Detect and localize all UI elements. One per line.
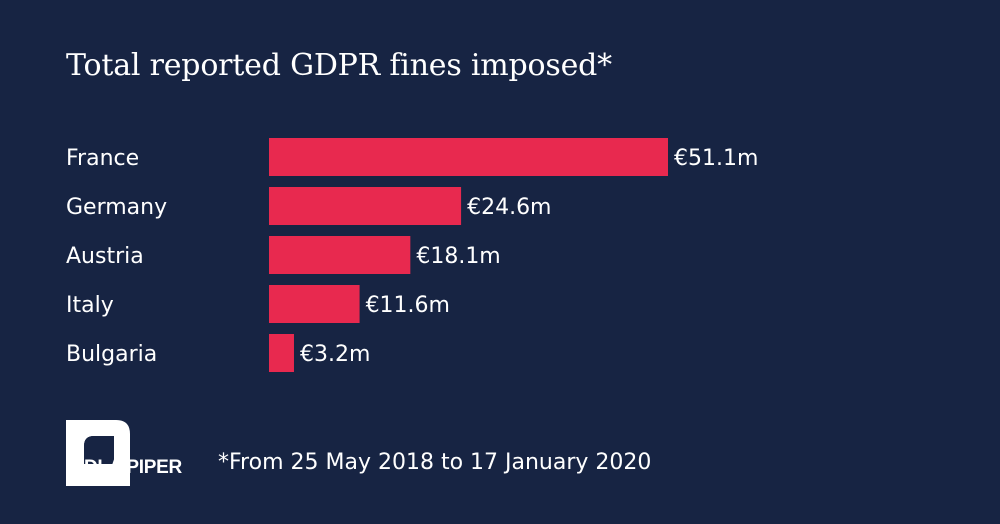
category-label-germany: Germany — [66, 195, 167, 220]
category-label-france: France — [66, 146, 139, 171]
footnote: *From 25 May 2018 to 17 January 2020 — [218, 450, 652, 475]
bar-bulgaria — [269, 334, 294, 372]
value-label-france: €51.1m — [674, 146, 758, 171]
logo-mark-icon — [66, 420, 130, 486]
category-label-bulgaria: Bulgaria — [66, 342, 157, 367]
bar-austria — [269, 236, 411, 274]
value-label-austria: €18.1m — [416, 244, 500, 269]
value-label-germany: €24.6m — [467, 195, 551, 220]
bar-chart: France €51.1m Germany €24.6m Austria €18.1m It… — [66, 138, 758, 372]
logo-text: DLA PIPER — [84, 457, 182, 478]
bar-germany — [269, 187, 462, 225]
dla-piper-logo: DLA PIPER — [66, 420, 182, 486]
bar-france — [269, 138, 668, 176]
category-label-italy: Italy — [66, 293, 114, 318]
chart-title: Total reported GDPR fines imposed* — [66, 48, 612, 83]
category-label-austria: Austria — [66, 244, 144, 269]
value-label-bulgaria: €3.2m — [300, 342, 370, 367]
value-label-italy: €11.6m — [366, 293, 450, 318]
bar-italy — [269, 285, 360, 323]
